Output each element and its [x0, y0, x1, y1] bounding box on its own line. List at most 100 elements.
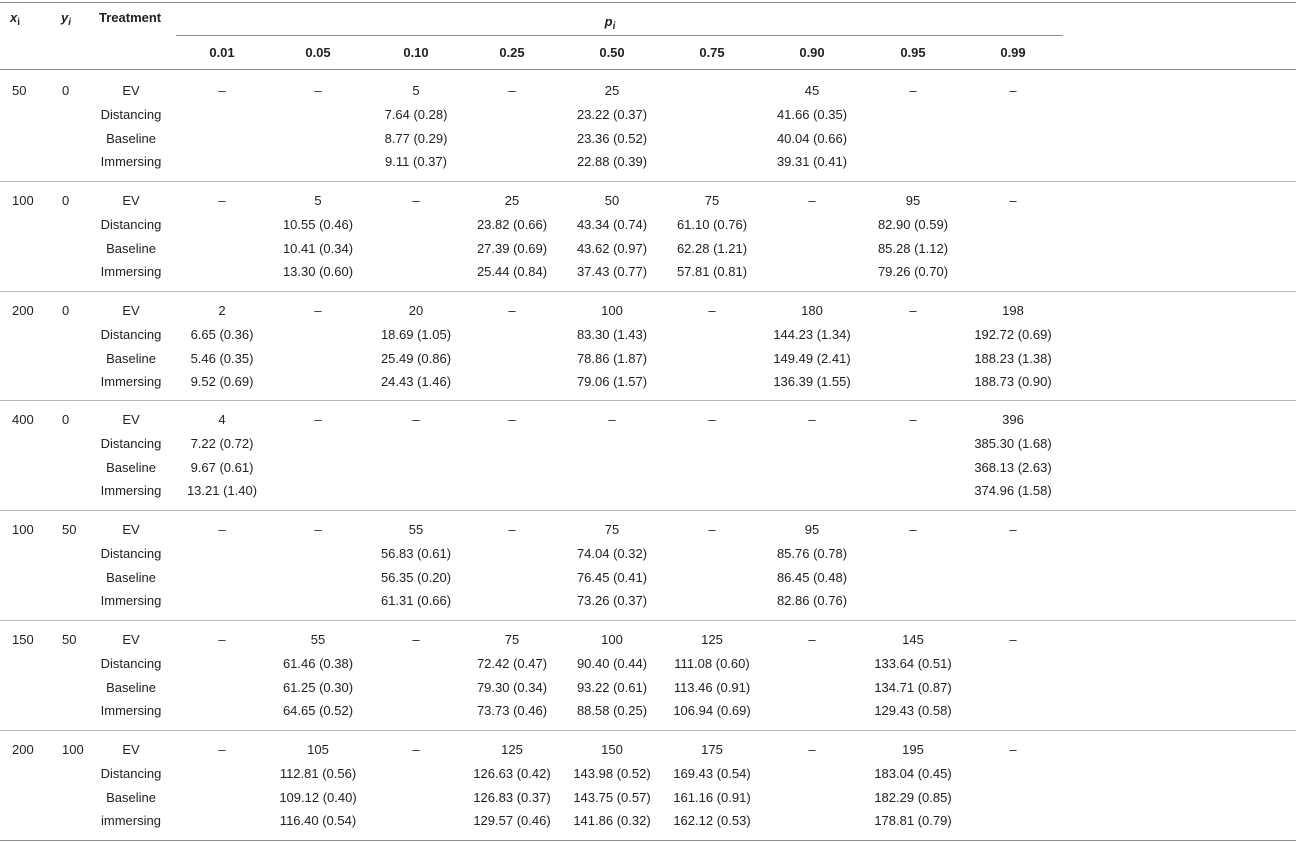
p-header-0.75: 0.75: [699, 45, 725, 60]
table-cell: 57.81 (0.81): [676, 264, 748, 279]
table-cell: –: [314, 303, 322, 318]
table-cell: 27.39 (0.69): [476, 241, 548, 256]
table-cell: 126.63 (0.42): [473, 766, 551, 781]
treatment-label: immersing: [101, 813, 161, 828]
table-cell: 25.49 (0.86): [380, 351, 452, 366]
table-cell: 162.12 (0.53): [673, 813, 751, 828]
table-cell: 61.10 (0.76): [676, 217, 748, 232]
table-cell: 100: [601, 303, 623, 318]
header-y: yi: [61, 10, 72, 28]
table-cell: 143.98 (0.52): [573, 766, 651, 781]
table-cell: –: [1009, 742, 1017, 757]
table-cell: –: [508, 83, 516, 98]
group-x-value: 50: [12, 83, 27, 98]
table-cell: 20: [408, 303, 424, 318]
table-cell: 113.46 (0.91): [673, 680, 751, 695]
group-x-value: 400: [12, 412, 34, 427]
table-cell: 73.26 (0.37): [576, 593, 648, 608]
treatment-label: Distancing: [100, 766, 162, 781]
treatment-label: Immersing: [100, 374, 162, 389]
treatment-label: Baseline: [106, 351, 156, 366]
table-cell: 83.30 (1.43): [576, 327, 648, 342]
table-cell: 175: [701, 742, 723, 757]
table-cell: –: [412, 742, 420, 757]
table-cell: 374.96 (1.58): [974, 483, 1052, 498]
table-cell: 24.43 (1.46): [380, 374, 452, 389]
table-cell: 192.72 (0.69): [974, 327, 1052, 342]
table-cell: 90.40 (0.44): [576, 656, 648, 671]
group-y-value: 50: [62, 632, 77, 647]
treatment-label: Distancing: [100, 436, 162, 451]
table-cell: 145: [902, 632, 924, 647]
group-divider: [0, 400, 1296, 401]
table-cell: 37.43 (0.77): [576, 264, 648, 279]
table-cell: 116.40 (0.54): [279, 813, 357, 828]
table-cell: 78.86 (1.87): [576, 351, 648, 366]
table-cell: 385.30 (1.68): [974, 436, 1052, 451]
table-cell: –: [218, 83, 226, 98]
table-cell: 141.86 (0.32): [573, 813, 651, 828]
table-cell: 13.21 (1.40): [186, 483, 258, 498]
table-cell: –: [218, 193, 226, 208]
group-x-value: 200: [12, 303, 34, 318]
table-cell: –: [909, 412, 917, 427]
table-cell: 134.71 (0.87): [874, 680, 952, 695]
group-y-value: 100: [62, 742, 84, 757]
treatment-label: Distancing: [100, 546, 162, 561]
treatment-label: EV: [122, 742, 140, 757]
table-cell: 143.75 (0.57): [573, 790, 651, 805]
table-cell: 10.41 (0.34): [282, 241, 354, 256]
table-cell: 85.28 (1.12): [877, 241, 949, 256]
table-cell: 43.34 (0.74): [576, 217, 648, 232]
table-cell: 2: [218, 303, 226, 318]
table-cell: 82.86 (0.76): [776, 593, 848, 608]
table-cell: –: [708, 522, 716, 537]
table-cell: 5.46 (0.35): [190, 351, 254, 366]
table-cell: 39.31 (0.41): [776, 154, 848, 169]
table-top-rule: [0, 2, 1296, 3]
treatment-label: Distancing: [100, 656, 162, 671]
table-cell: –: [218, 742, 226, 757]
group-x-value: 100: [12, 193, 34, 208]
treatment-label: Baseline: [106, 790, 156, 805]
table-cell: –: [508, 412, 516, 427]
table-cell: 109.12 (0.40): [279, 790, 357, 805]
table-cell: 95: [804, 522, 820, 537]
table-cell: 188.73 (0.90): [974, 374, 1052, 389]
table-cell: 6.65 (0.36): [190, 327, 254, 342]
treatment-label: Baseline: [106, 131, 156, 146]
group-x-value: 100: [12, 522, 34, 537]
table-cell: 180: [801, 303, 823, 318]
table-cell: –: [1009, 632, 1017, 647]
group-y-value: 0: [62, 83, 70, 98]
table-cell: –: [1009, 83, 1017, 98]
table-cell: –: [808, 632, 816, 647]
table-cell: –: [314, 522, 322, 537]
table-cell: 7.64 (0.28): [384, 107, 448, 122]
table-cell: 125: [701, 632, 723, 647]
group-x-value: 150: [12, 632, 34, 647]
table-cell: –: [808, 412, 816, 427]
table-cell: 75: [504, 632, 520, 647]
group-divider: [0, 291, 1296, 292]
table-cell: 169.43 (0.54): [673, 766, 751, 781]
table-cell: 76.45 (0.41): [576, 570, 648, 585]
p-header-0.99: 0.99: [1000, 45, 1026, 60]
table-cell: 79.26 (0.70): [877, 264, 949, 279]
treatment-label: Distancing: [100, 217, 162, 232]
table-cell: 73.73 (0.46): [476, 703, 548, 718]
table-cell: 62.28 (1.21): [676, 241, 748, 256]
treatment-label: EV: [122, 83, 140, 98]
table-cell: 161.16 (0.91): [673, 790, 751, 805]
table-cell: 25: [604, 83, 620, 98]
table-cell: 10.55 (0.46): [282, 217, 354, 232]
table-cell: 79.06 (1.57): [576, 374, 648, 389]
table-cell: 23.82 (0.66): [476, 217, 548, 232]
table-cell: 129.43 (0.58): [874, 703, 952, 718]
table-cell: 129.57 (0.46): [473, 813, 551, 828]
table-cell: –: [808, 742, 816, 757]
header-treatment: Treatment: [99, 10, 162, 25]
group-y-value: 0: [62, 193, 70, 208]
group-divider: [0, 620, 1296, 621]
group-divider: [0, 730, 1296, 731]
